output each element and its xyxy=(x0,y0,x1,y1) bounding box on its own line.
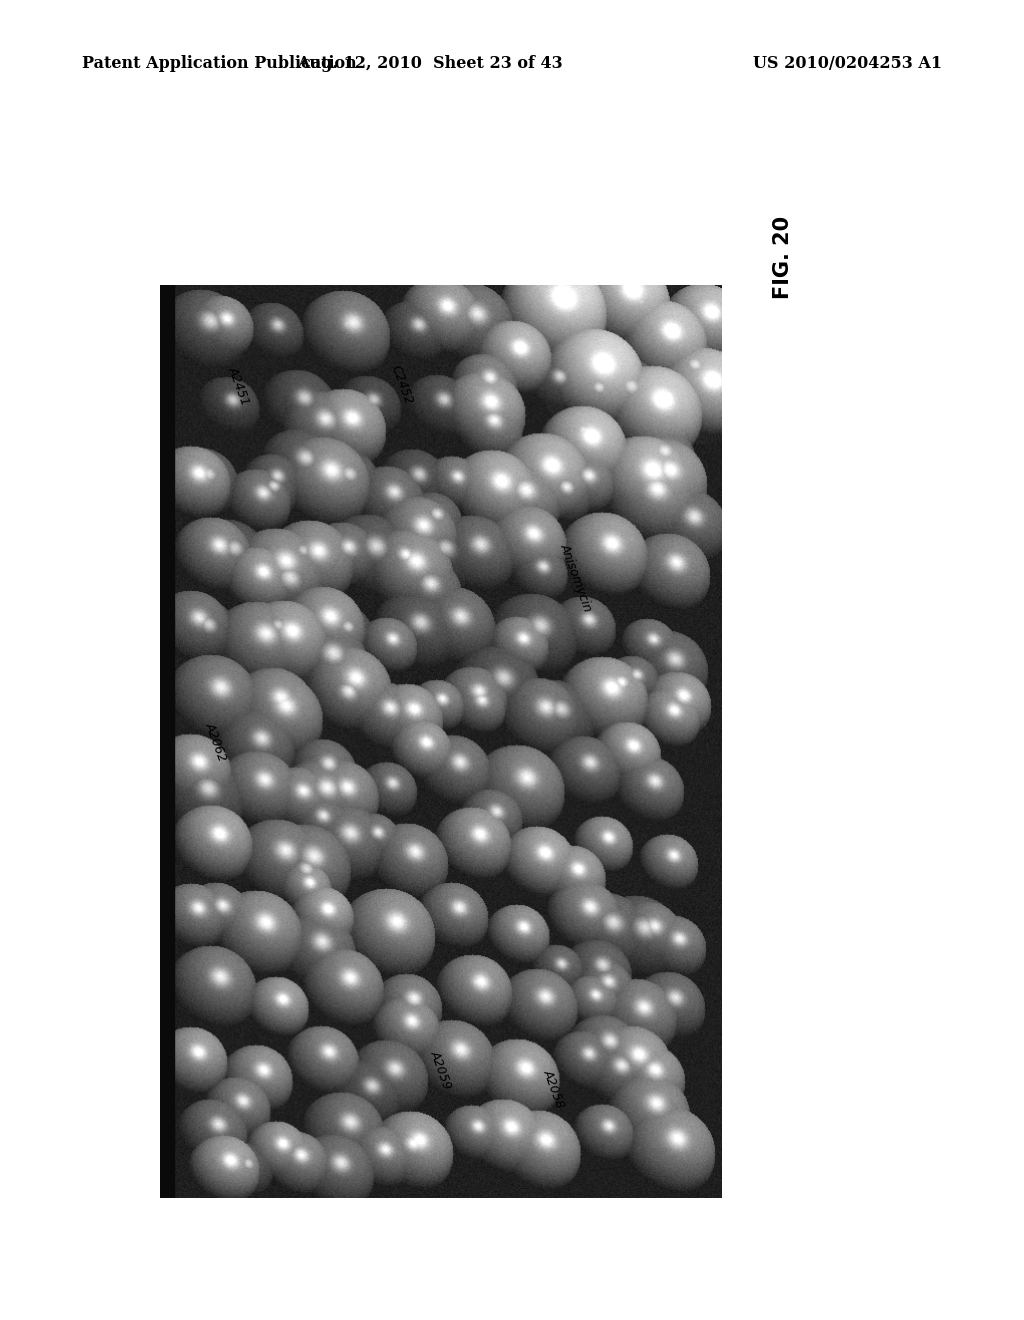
Text: A2059: A2059 xyxy=(428,1049,454,1092)
Text: A2058: A2058 xyxy=(541,1067,566,1110)
Text: Patent Application Publication: Patent Application Publication xyxy=(82,55,356,73)
Text: Aug. 12, 2010  Sheet 23 of 43: Aug. 12, 2010 Sheet 23 of 43 xyxy=(297,55,563,73)
Text: C2452: C2452 xyxy=(388,364,415,407)
Bar xyxy=(160,285,174,1199)
Text: A2451: A2451 xyxy=(225,364,252,407)
Text: A2062: A2062 xyxy=(203,721,229,763)
Text: FIG. 20: FIG. 20 xyxy=(773,216,794,298)
Text: Anisomycin: Anisomycin xyxy=(557,541,594,612)
Text: US 2010/0204253 A1: US 2010/0204253 A1 xyxy=(753,55,942,73)
